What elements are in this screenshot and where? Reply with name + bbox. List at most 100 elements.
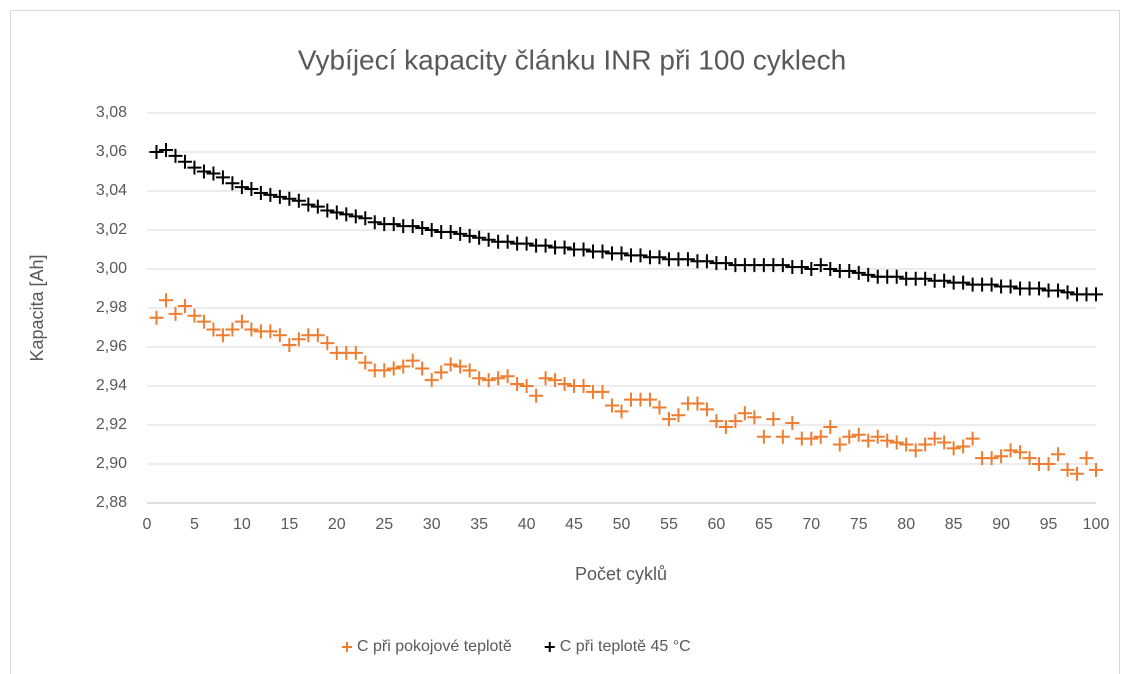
point [927,431,942,446]
y-tick-label: 3,08 [96,104,127,121]
x-tick-label: 60 [708,516,726,533]
point [177,154,192,169]
point [424,373,439,388]
x-tick-label: 30 [423,516,441,533]
point [396,359,411,374]
x-tick-label: 100 [1083,516,1110,533]
point [737,406,752,421]
point [196,314,211,329]
point [453,359,468,374]
point [946,441,961,456]
point [462,228,477,243]
point [339,207,354,222]
point [320,203,335,218]
x-tick-label: 40 [518,516,536,533]
point [671,408,686,423]
point [984,451,999,466]
point [215,170,230,185]
point [263,187,278,202]
point [642,392,657,407]
point [149,145,164,159]
point [576,379,591,393]
point [595,384,610,399]
point [747,410,762,425]
y-tick-label: 2,94 [96,377,127,394]
point [823,262,838,276]
point [823,419,838,434]
point [614,246,629,261]
point [861,267,876,282]
point [500,234,515,249]
point [965,431,980,446]
y-tick-label: 2,98 [96,299,127,316]
point [320,336,335,351]
point [443,357,458,372]
x-tick-label: 10 [233,516,251,533]
point [206,166,221,181]
point [367,215,382,230]
point [386,361,401,376]
point [718,419,733,434]
x-tick-label: 35 [470,516,488,533]
point [443,224,458,239]
point [358,211,373,226]
point [481,232,496,247]
point [548,373,563,388]
point [234,180,249,195]
point [453,226,468,241]
point [1051,283,1066,298]
y-axis-title: Kapacita [Ah] [27,254,47,361]
point [1032,281,1047,296]
x-tick-label: 5 [190,516,199,533]
point [405,353,420,368]
point [775,429,790,444]
point [253,185,268,200]
point [301,197,316,212]
point [813,429,828,444]
x-tick-label: 55 [660,516,678,533]
point [709,414,724,429]
point [538,371,553,386]
point [348,209,363,224]
point [529,388,544,403]
point [187,160,202,175]
point [282,191,297,206]
point [272,328,287,343]
point [1089,287,1103,302]
point [291,332,306,347]
x-tick-label: 50 [613,516,631,533]
point [842,429,857,444]
point [633,248,648,263]
x-tick-label: 20 [328,516,346,533]
point [187,308,202,323]
x-tick-label: 75 [850,516,868,533]
point [661,412,676,427]
point [481,373,496,388]
point [861,433,876,448]
x-tick-label: 65 [755,516,773,533]
chart-title: Vybíjecí kapacity článku INR při 100 cyk… [298,44,846,75]
point [291,193,306,208]
point [196,164,211,179]
point [472,371,487,386]
x-tick-label: 70 [802,516,820,533]
x-tick-label: 25 [375,516,393,533]
point [244,322,259,337]
y-tick-label: 2,88 [96,494,127,511]
point [500,369,515,384]
y-tick-label: 3,06 [96,143,127,160]
point [244,182,259,197]
y-tick-label: 2,90 [96,455,127,472]
point [424,223,439,237]
point [434,365,449,380]
point [576,242,591,257]
point [1060,462,1075,477]
y-tick-label: 3,00 [96,260,127,277]
point [832,437,847,452]
point [728,414,743,429]
x-tick-label: 80 [897,516,915,533]
point [756,429,771,444]
point [358,355,373,370]
point [225,176,240,191]
point [1070,466,1085,481]
